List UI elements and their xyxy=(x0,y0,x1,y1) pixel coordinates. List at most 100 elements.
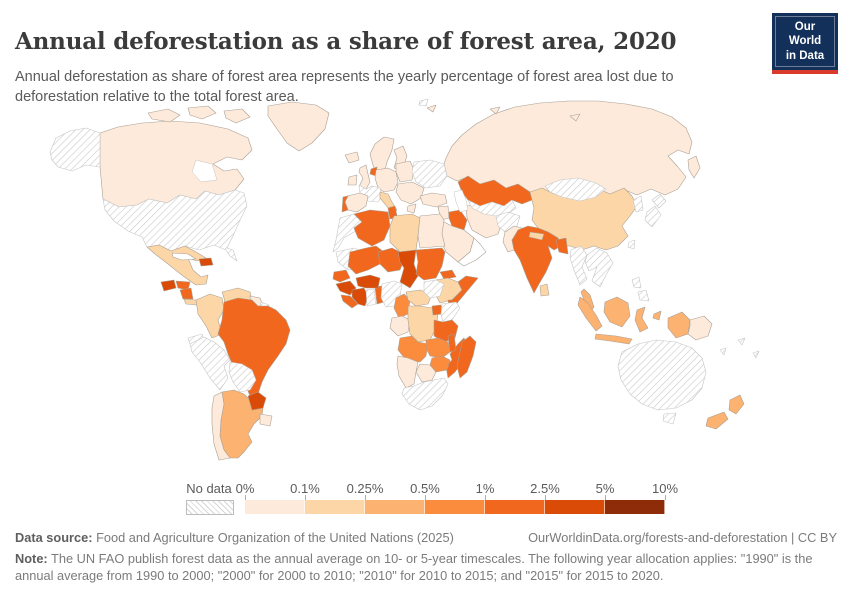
country-uganda[interactable] xyxy=(431,304,443,316)
country-uruguay[interactable] xyxy=(259,413,273,427)
country-algeria[interactable] xyxy=(353,209,391,247)
country-sierraleone_liberia[interactable] xyxy=(340,294,359,309)
country-indonesia[interactable] xyxy=(634,306,649,333)
country-namibia[interactable] xyxy=(396,355,419,389)
country-mongolia[interactable] xyxy=(544,177,607,202)
country-pacific_islands[interactable] xyxy=(752,350,760,359)
country-bangladesh[interactable] xyxy=(555,237,569,255)
country-russia[interactable] xyxy=(489,106,501,115)
legend-tick-mark xyxy=(605,495,606,500)
country-russia[interactable] xyxy=(687,155,701,179)
country-japan[interactable] xyxy=(644,205,662,228)
country-gabon_congo[interactable] xyxy=(389,315,411,337)
country-cuba[interactable] xyxy=(171,252,197,261)
country-mexico[interactable] xyxy=(146,244,209,286)
country-chad[interactable] xyxy=(397,249,419,289)
legend-bin-swatch-4[interactable] xyxy=(485,500,545,514)
country-burkina[interactable] xyxy=(355,274,381,289)
country-myanmar[interactable] xyxy=(569,245,588,286)
country-japan[interactable] xyxy=(651,193,667,209)
ocean-inlet xyxy=(453,189,469,213)
legend-no-data-swatch[interactable] xyxy=(186,500,234,515)
country-zambia[interactable] xyxy=(425,337,451,359)
country-ireland[interactable] xyxy=(347,174,358,186)
owid-logo[interactable]: Our World in Data xyxy=(772,13,838,75)
country-uk[interactable] xyxy=(358,164,371,190)
country-nicaragua[interactable] xyxy=(179,287,194,300)
country-guatemala[interactable] xyxy=(160,279,177,292)
country-canada[interactable] xyxy=(187,105,217,120)
country-southsudan[interactable] xyxy=(423,279,445,299)
legend-bin-swatch-2[interactable] xyxy=(365,500,425,514)
country-centralasia[interactable] xyxy=(467,199,517,217)
country-indonesia[interactable] xyxy=(652,310,662,321)
country-drc[interactable] xyxy=(407,305,439,343)
country-sudan[interactable] xyxy=(415,247,446,281)
country-pacific_islands[interactable] xyxy=(719,347,727,356)
country-senegal[interactable] xyxy=(332,269,351,283)
country-canada[interactable] xyxy=(147,108,181,123)
country-paraguay[interactable] xyxy=(247,391,267,411)
country-png[interactable] xyxy=(687,315,713,341)
legend-bin-swatch-0[interactable] xyxy=(245,500,305,514)
country-hispaniola[interactable] xyxy=(198,257,214,267)
country-russia[interactable] xyxy=(426,104,437,113)
country-canada[interactable] xyxy=(223,108,251,124)
country-philippines[interactable] xyxy=(637,289,650,302)
country-greenland[interactable] xyxy=(267,101,330,152)
country-chile[interactable] xyxy=(211,391,231,461)
country-spain[interactable] xyxy=(344,192,369,213)
country-yemen_oman[interactable] xyxy=(457,237,487,267)
country-libya[interactable] xyxy=(389,213,421,253)
country-peru[interactable] xyxy=(189,336,231,391)
country-taiwan[interactable] xyxy=(627,239,636,250)
country-new_zealand[interactable] xyxy=(728,394,745,415)
country-philippines[interactable] xyxy=(631,276,642,289)
country-indonesia[interactable] xyxy=(577,296,603,332)
owid-link[interactable]: OurWorldinData.org/forests-and-deforesta… xyxy=(528,530,837,545)
legend-tick-mark xyxy=(245,495,246,500)
country-brazil[interactable] xyxy=(217,297,291,397)
legend-bin-swatch-1[interactable] xyxy=(305,500,365,514)
country-usa[interactable] xyxy=(102,189,248,262)
country-romania_balkans[interactable] xyxy=(395,181,425,205)
legend-tick-label-0: 0% xyxy=(235,481,255,496)
country-portugal[interactable] xyxy=(341,195,349,213)
country-germany_central[interactable] xyxy=(374,167,399,193)
country-korea[interactable] xyxy=(632,195,644,213)
legend-bin-swatch-3[interactable] xyxy=(425,500,485,514)
country-australia[interactable] xyxy=(662,412,677,425)
country-russia[interactable] xyxy=(569,113,581,122)
country-indochina[interactable] xyxy=(584,247,614,288)
country-nepal[interactable] xyxy=(528,231,545,241)
country-egypt[interactable] xyxy=(417,213,446,249)
country-pacific_islands[interactable] xyxy=(737,337,746,346)
country-australia[interactable] xyxy=(617,339,707,411)
country-madagascar[interactable] xyxy=(456,335,477,379)
country-malawi[interactable] xyxy=(447,333,457,353)
country-cotedivoire[interactable] xyxy=(351,287,369,307)
country-southafrica[interactable] xyxy=(401,377,449,411)
legend-tick-label-1: 0.1% xyxy=(290,481,320,496)
country-car[interactable] xyxy=(405,289,433,307)
country-indonesia[interactable] xyxy=(603,296,631,328)
legend-bin-swatch-6[interactable] xyxy=(605,500,665,514)
country-indonesia[interactable] xyxy=(594,333,633,345)
country-turkey[interactable] xyxy=(419,192,448,208)
country-bolivia[interactable] xyxy=(228,361,257,393)
country-iceland[interactable] xyxy=(344,151,360,164)
country-new_zealand[interactable] xyxy=(705,411,729,430)
legend-bin-swatch-5[interactable] xyxy=(545,500,605,514)
country-srilanka[interactable] xyxy=(539,283,550,297)
country-angola[interactable] xyxy=(397,335,429,363)
country-eritrea[interactable] xyxy=(439,269,457,280)
country-greece[interactable] xyxy=(406,203,417,214)
country-indonesia[interactable] xyxy=(667,311,691,339)
country-belarus_ukraine[interactable] xyxy=(411,159,448,189)
country-usa[interactable] xyxy=(49,127,101,172)
country-ghana[interactable] xyxy=(365,288,377,307)
country-svalbard[interactable] xyxy=(418,98,429,107)
country-kenya[interactable] xyxy=(440,301,461,323)
country-poland_baltics[interactable] xyxy=(395,160,415,183)
country-india[interactable] xyxy=(511,225,562,294)
